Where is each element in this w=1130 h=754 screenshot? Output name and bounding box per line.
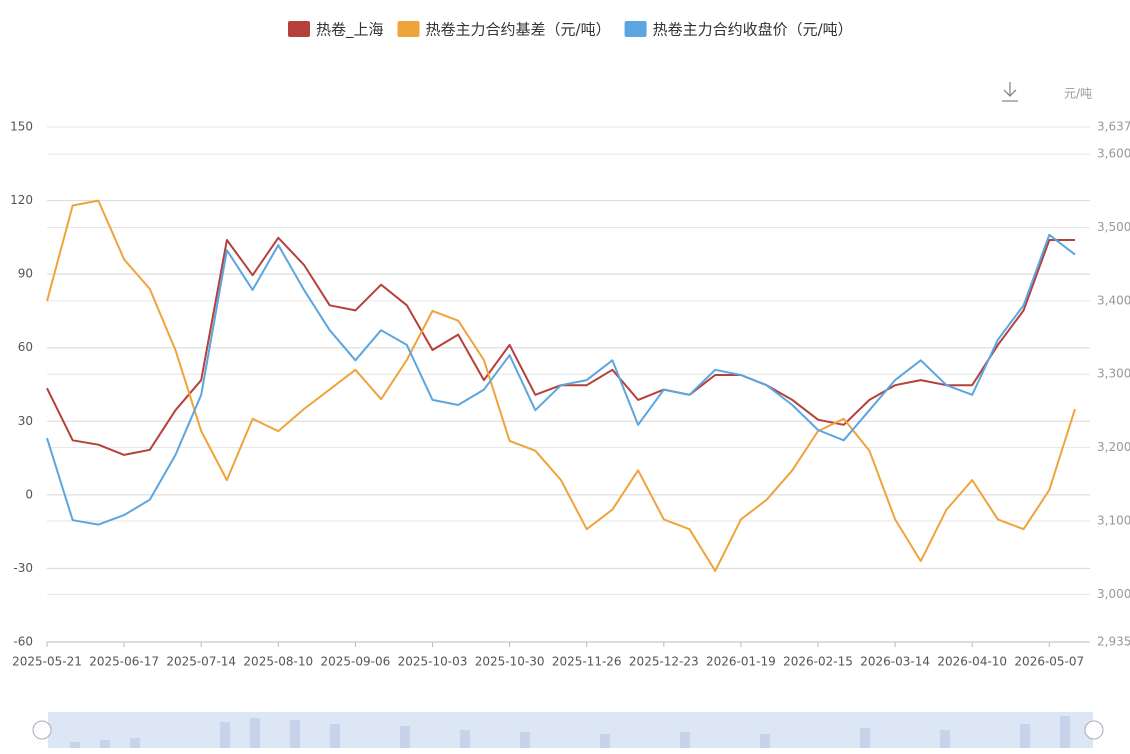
zoom-preview: [70, 716, 1070, 748]
series-line: [46, 199, 1076, 572]
x-tick-label: 2026-04-10: [937, 655, 1007, 669]
x-tick-label: 2025-11-26: [552, 655, 622, 669]
download-icon[interactable]: [1002, 82, 1018, 102]
x-tick-label: 2025-07-14: [166, 655, 236, 669]
x-tick-label: 2026-03-14: [860, 655, 930, 669]
y2-tick-label: 3,300: [1097, 367, 1130, 381]
y-tick-label: 60: [18, 340, 33, 354]
legend-swatch: [624, 21, 647, 37]
y2-tick-label: 3,000: [1097, 587, 1130, 601]
y-tick-label: -30: [13, 561, 33, 575]
zoom-track[interactable]: [48, 712, 1093, 748]
y-tick-label: 120: [10, 193, 33, 207]
y2-tick-label: 3,400: [1097, 293, 1130, 307]
y2-tick-label: 2,935: [1097, 635, 1130, 649]
series-line: [46, 236, 1075, 456]
legend: 热卷_上海 热卷主力合约基差（元/吨） 热卷主力合约收盘价（元/吨）: [288, 21, 853, 40]
y2-tick-label: 3,637: [1097, 120, 1130, 134]
y-tick-label: -60: [13, 635, 33, 649]
x-tick-label: 2025-12-23: [629, 655, 699, 669]
x-tick-label: 2025-09-06: [321, 655, 391, 669]
x-tick-label: 2026-05-07: [1014, 655, 1084, 669]
x-tick-label: 2025-10-03: [398, 655, 468, 669]
y2-tick-label: 3,500: [1097, 220, 1130, 234]
x-tick-label: 2026-02-15: [783, 655, 853, 669]
legend-swatch: [397, 21, 420, 37]
series-line: [46, 233, 1076, 526]
y-tick-label: 30: [18, 414, 33, 428]
x-tick-label: 2026-01-19: [706, 655, 776, 669]
y-tick-label: 0: [25, 487, 33, 501]
legend-label: 热卷_上海: [316, 21, 384, 40]
y2-tick-label: 3,100: [1097, 513, 1130, 527]
x-tick-label: 2025-10-30: [475, 655, 545, 669]
download-glyph[interactable]: [1002, 82, 1018, 102]
x-tick-label: 2025-05-21: [12, 655, 82, 669]
legend-label: 热卷主力合约收盘价（元/吨）: [653, 21, 853, 39]
y2-tick-label: 3,200: [1097, 440, 1130, 454]
unit-label: 元/吨: [1064, 87, 1092, 101]
y2-tick-label: 3,600: [1097, 147, 1130, 161]
data-zoom[interactable]: [32, 712, 1104, 748]
x-tick-label: 2025-06-17: [89, 655, 159, 669]
zoom-handle-right[interactable]: [1084, 720, 1104, 740]
legend-label: 热卷主力合约基差（元/吨）: [426, 21, 611, 39]
x-tick-label: 2025-08-10: [243, 655, 313, 669]
y-tick-label: 150: [10, 120, 33, 134]
legend-swatch: [288, 21, 310, 37]
y-tick-label: 90: [18, 267, 33, 281]
zoom-handle-left[interactable]: [32, 720, 52, 740]
